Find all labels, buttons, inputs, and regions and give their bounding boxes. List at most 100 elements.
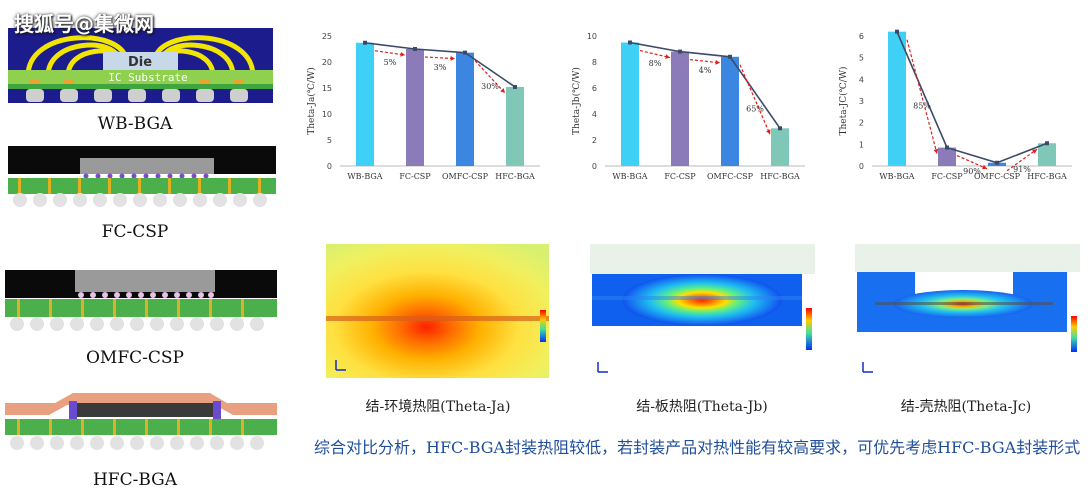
y-tick-label: 10 [587,32,597,41]
sim-label-theta-jc: 结-壳热阻(Theta-Jc) [900,399,1032,415]
change-percent-label: 4% [699,66,712,75]
trend-point [995,160,999,165]
trend-point [363,40,367,45]
y-tick-label: 4 [859,75,864,84]
change-percent-label: 8% [649,59,662,68]
y-tick-label: 8 [592,58,597,67]
y-tick-label: 5 [859,54,864,63]
change-arrow [689,59,721,64]
conclusion-text: 综合对比分析，HFC-BGA封装热阻较低，若封装产品对热性能有较高要求，可优先考… [314,438,1081,457]
trend-point [513,84,517,89]
trend-point [413,47,417,51]
trend-line [629,41,781,129]
trend-point [628,40,632,45]
y-tick-label: 0 [592,162,597,171]
change-arrow-head [715,59,720,65]
y-axis-label: Theta-JC(℃/W) [838,66,849,135]
y-tick-label: 0 [327,162,332,171]
trend-point [778,126,782,131]
bar-fc-csp [671,51,689,166]
package-label-wb-bga: WB-BGA [97,114,173,134]
change-arrow-head [766,129,771,135]
y-tick-label: 5 [327,136,332,145]
x-tick-label: WB-BGA [879,172,914,181]
bar-wb-bga [621,42,639,166]
change-percent-label: 65% [746,105,764,114]
trend-point [678,49,682,54]
trend-point [728,54,732,59]
x-tick-label: OMFC-CSP [974,172,1021,181]
change-arrow [639,49,671,59]
y-tick-label: 0 [859,162,864,171]
x-tick-label: FC-CSP [931,172,963,181]
x-tick-label: FC-CSP [399,172,431,181]
trend-point [945,145,949,150]
y-tick-label: 6 [592,84,597,93]
x-tick-label: WB-BGA [347,172,382,181]
thermal-map-theta-jc [855,244,1080,378]
chart-theta-ja-svg: 0 5 10 15 20 25 Theta-Ja(℃/W) WB-BGA FC-CSP OMFC-… [306,32,540,181]
chart-theta-jc-svg: 0 1 2 3 4 5 6 Theta-JC(℃/W) WB-BGA FC-CSP OMFC-CSP… [838,29,1072,181]
change-arrow-head [500,88,505,93]
change-percent-label: 3% [434,63,447,72]
y-tick-label: 4 [592,110,597,119]
thermal-map-theta-jb [590,244,815,378]
bar-fc-csp [406,49,424,166]
die-text: Die [128,55,152,70]
y-tick-label: 25 [322,32,332,41]
trend-point [463,50,467,55]
bar-omfc-csp [721,56,739,166]
bar-wb-bga [356,42,374,166]
chart-theta-jb: 0 2 4 6 8 10 Theta-Jb(℃/W) WB-BGA FC-CSP OMFC-CSP… [565,26,815,196]
change-arrow [474,60,506,94]
fc-csp-cross-section [8,146,276,207]
omfc-csp-cross-section [5,270,277,331]
wb-bga-cross-section: Die IC Substrate [8,28,273,103]
y-tick-label: 15 [322,84,332,93]
y-axis-label: Theta-Ja(℃/W) [306,67,317,135]
sim-label-theta-jb: 结-板热阻(Theta-Jb) [636,399,768,415]
y-axis-label: Theta-Jb(℃/W) [571,67,582,135]
bar-fc-csp [938,147,956,166]
change-arrow-head [450,56,455,61]
x-tick-label: HFC-BGA [495,172,535,181]
bar-hfc-bga [771,128,789,166]
bar-omfc-csp [456,52,474,166]
y-tick-label: 20 [322,58,332,67]
change-arrow [424,56,456,60]
change-percent-label: 90% [963,167,981,176]
change-arrow-head [933,148,939,154]
change-arrow [739,64,771,135]
y-tick-label: 10 [322,110,332,119]
x-tick-label: FC-CSP [664,172,696,181]
change-percent-label: 91% [1013,165,1031,174]
change-arrow [374,50,406,56]
change-percent-label: 30% [481,82,499,91]
sim-label-theta-ja: 结-环境热阻(Theta-Ja) [365,399,511,415]
package-label-omfc-csp: OMFC-CSP [86,348,184,368]
bar-hfc-bga [1038,143,1056,166]
y-tick-label: 1 [859,140,864,149]
change-percent-label: 5% [384,58,397,67]
y-tick-label: 6 [859,32,864,41]
package-label-hfc-bga: HFC-BGA [92,470,178,490]
x-tick-label: WB-BGA [612,172,647,181]
hfc-bga-cross-section [5,393,277,450]
chart-theta-jc: 0 1 2 3 4 5 6 Theta-JC(℃/W) WB-BGA FC-CSP OMFC-CSP… [832,26,1082,196]
change-arrow-head [665,54,670,59]
bar-wb-bga [888,31,906,166]
x-tick-label: OMFC-CSP [707,172,754,181]
chart-theta-jb-svg: 0 2 4 6 8 10 Theta-Jb(℃/W) WB-BGA FC-CSP OMFC-CSP… [571,32,805,181]
trend-line [364,41,516,88]
y-tick-label: 2 [859,119,864,128]
thermal-map-theta-ja [326,244,549,378]
x-tick-label: HFC-BGA [760,172,800,181]
trend-point [895,29,899,34]
change-arrow [1006,148,1038,172]
change-arrow [906,39,938,154]
trend-point [1045,141,1049,146]
change-arrow-head [982,164,987,170]
change-arrow-head [400,52,405,57]
change-arrow-head [1032,149,1037,154]
x-tick-label: HFC-BGA [1027,172,1067,181]
